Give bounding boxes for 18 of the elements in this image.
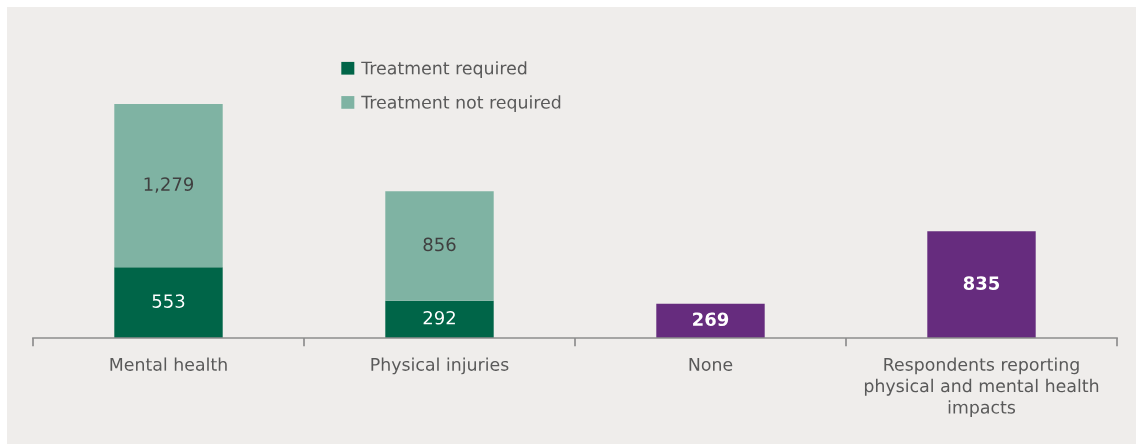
data-label: 553 xyxy=(152,294,185,308)
data-label: 1,279 xyxy=(144,177,194,193)
bar xyxy=(114,104,223,268)
bar xyxy=(114,267,223,338)
bar xyxy=(927,231,1036,338)
legend-label: Treatment not required xyxy=(361,95,561,113)
bar xyxy=(656,303,765,338)
x-tick-label: None xyxy=(689,357,733,371)
data-label: 835 xyxy=(963,276,1000,290)
data-label: 856 xyxy=(423,237,456,252)
x-tick-label: Physical injuries xyxy=(371,357,509,375)
x-tick-label: Mental health xyxy=(110,357,227,371)
data-label: 269 xyxy=(693,312,729,327)
data-label: 292 xyxy=(423,310,455,325)
bar xyxy=(385,300,494,338)
x-tick-label: Respondents reporting physical and mental health impacts xyxy=(864,357,1099,418)
legend-label: Treatment required xyxy=(361,61,527,78)
bar xyxy=(385,191,494,301)
